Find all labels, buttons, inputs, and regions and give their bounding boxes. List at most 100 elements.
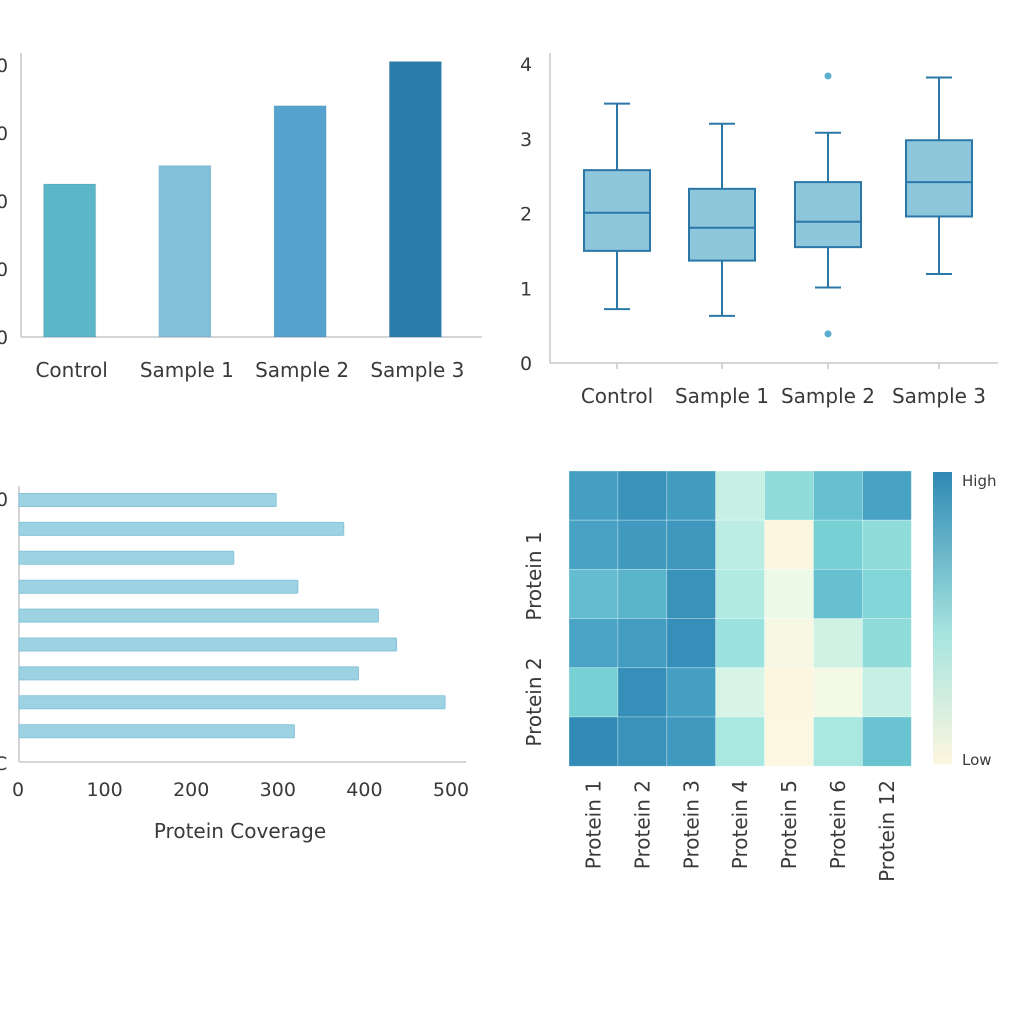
- hbar-chart-x-tick-label: 300: [260, 779, 296, 801]
- bar-chart-y-tick-label: 0: [0, 191, 8, 213]
- box-plot-panel: 0 1 2 3 4 Control Sample 1 Sample 2 Sample 3: [520, 53, 998, 408]
- box-plot-y-tick-label: 1: [520, 278, 532, 300]
- box-plot-y-tick-label: 0: [520, 353, 532, 375]
- heatmap-cell: [666, 569, 717, 620]
- colorbar-low-label: Low: [962, 751, 992, 769]
- heatmap-cell: [862, 667, 912, 718]
- heatmap-cell: [862, 519, 912, 570]
- heatmap-cell: [862, 470, 912, 521]
- heatmap-cell: [715, 470, 766, 521]
- heatmap-cell: [764, 569, 814, 620]
- bar-2: [158, 165, 212, 338]
- heatmap-row-label: Protein 2: [522, 657, 546, 746]
- hbar-4: [18, 579, 299, 594]
- heatmap-column-label: Protein 3: [679, 780, 703, 869]
- heatmap-cell: [715, 618, 766, 669]
- hbar-3: [18, 550, 235, 565]
- heatmap-column-label: Protein 4: [728, 780, 752, 869]
- hbar-7: [18, 666, 359, 681]
- box-plot-x-tick-label: Sample 2: [781, 384, 875, 408]
- box-plot-y-tick-label: 3: [520, 129, 532, 151]
- bar-chart-y-tick-label: 0: [0, 55, 8, 77]
- hbar-chart-x-tick-label: 0: [12, 779, 24, 801]
- heatmap-cell: [617, 667, 668, 718]
- heatmap-cell: [617, 716, 668, 767]
- heatmap-cell: [617, 519, 668, 570]
- heatmap-row-label: Protein 1: [522, 531, 546, 620]
- bar-chart-y-tick-label: 0: [0, 123, 8, 145]
- heatmap-cell: [715, 667, 766, 718]
- hbar-2: [18, 521, 345, 536]
- hbar-9: [18, 724, 295, 739]
- heatmap-cell: [813, 470, 863, 521]
- hbar-chart-x-tick-label: 400: [346, 779, 382, 801]
- heatmap-cell: [862, 716, 912, 767]
- colorbar-high-label: High: [962, 472, 996, 490]
- heatmap-column-label: Protein 5: [777, 780, 801, 869]
- heatmap-cell: [813, 618, 863, 669]
- bar-chart-x-tick-label: Sample 1: [140, 358, 234, 382]
- heatmap-column-label: Protein 1: [581, 780, 605, 869]
- hbar-chart-x-tick-label: 500: [433, 779, 469, 801]
- heatmap-panel: Protein 1 Protein 2 Protein 3 Protein 4 Prot…: [522, 470, 996, 882]
- hbar-1: [18, 493, 277, 507]
- hbar-5: [18, 608, 379, 623]
- bar-chart-x-tick-label: Sample 3: [370, 358, 464, 382]
- hbar-chart-x-tick-label: 100: [86, 779, 122, 801]
- heatmap-cell: [862, 569, 912, 620]
- heatmap-column-label: Protein 12: [875, 780, 899, 882]
- box-3: [794, 181, 862, 249]
- hbar-chart-cropped-tick: 0: [0, 489, 8, 511]
- box-plot-x-tick-label: Sample 3: [892, 384, 986, 408]
- heatmap-column-label: Protein 6: [826, 780, 850, 869]
- heatmap-cell: [813, 569, 863, 620]
- box-plot-x-tick-label: Sample 1: [675, 384, 769, 408]
- heatmap-cell: [666, 667, 717, 718]
- heatmap-cell: [764, 618, 814, 669]
- bar-chart-y-tick-label: 0: [0, 327, 8, 349]
- bar-chart-x-tick-label: Sample 2: [255, 358, 349, 382]
- heatmap-cell: [568, 569, 619, 620]
- heatmap-cell: [568, 470, 619, 521]
- heatmap-cell: [666, 470, 717, 521]
- heatmap-cell: [715, 716, 766, 767]
- bar-chart-x-tick-label: Control: [35, 358, 107, 382]
- heatmap-cell: [862, 618, 912, 669]
- hbar-chart-x-axis-title: Protein Coverage: [154, 819, 326, 843]
- heatmap-cell: [813, 716, 863, 767]
- heatmap-cell: [715, 569, 766, 620]
- bar-3: [273, 105, 327, 338]
- box-3-outlier: [824, 72, 832, 80]
- hbar-6: [18, 637, 398, 652]
- heatmap-cell: [764, 519, 814, 570]
- heatmap-cell: [617, 569, 668, 620]
- box-plot-y-tick-label: 4: [520, 54, 532, 76]
- heatmap-cell: [715, 519, 766, 570]
- bar-4: [388, 61, 442, 338]
- hbar-chart-x-tick-label: 200: [173, 779, 209, 801]
- bar-chart-y-tick-label: 0: [0, 259, 8, 281]
- box-4: [905, 139, 973, 218]
- box-plot-x-tick-label: Control: [581, 384, 653, 408]
- heatmap-cell: [617, 470, 668, 521]
- bar-1: [43, 183, 97, 338]
- heatmap-cell: [568, 716, 619, 767]
- heatmap-cell: [666, 519, 717, 570]
- heatmap-cell: [666, 716, 717, 767]
- box-1: [583, 169, 651, 252]
- heatmap-cell: [568, 667, 619, 718]
- box-plot-y-tick-label: 2: [520, 204, 532, 226]
- heatmap-cell: [617, 618, 668, 669]
- hbar-chart-cropped-tick: C: [0, 753, 7, 775]
- heatmap-cell: [764, 716, 814, 767]
- heatmap-column-label: Protein 2: [630, 780, 654, 869]
- heatmap-cell: [568, 618, 619, 669]
- hbar-8: [18, 695, 446, 710]
- heatmap-cell: [666, 618, 717, 669]
- heatmap-colorbar: [933, 472, 952, 764]
- heatmap-cell: [813, 667, 863, 718]
- bar-chart-panel: 0 0 0 0 0 Control Sample 1 Sample 2 Sample 3: [0, 53, 482, 382]
- hbar-chart-panel: 0 C 0 100 200 300 400 500 Protein Coverage: [0, 486, 469, 843]
- heatmap-cell: [764, 667, 814, 718]
